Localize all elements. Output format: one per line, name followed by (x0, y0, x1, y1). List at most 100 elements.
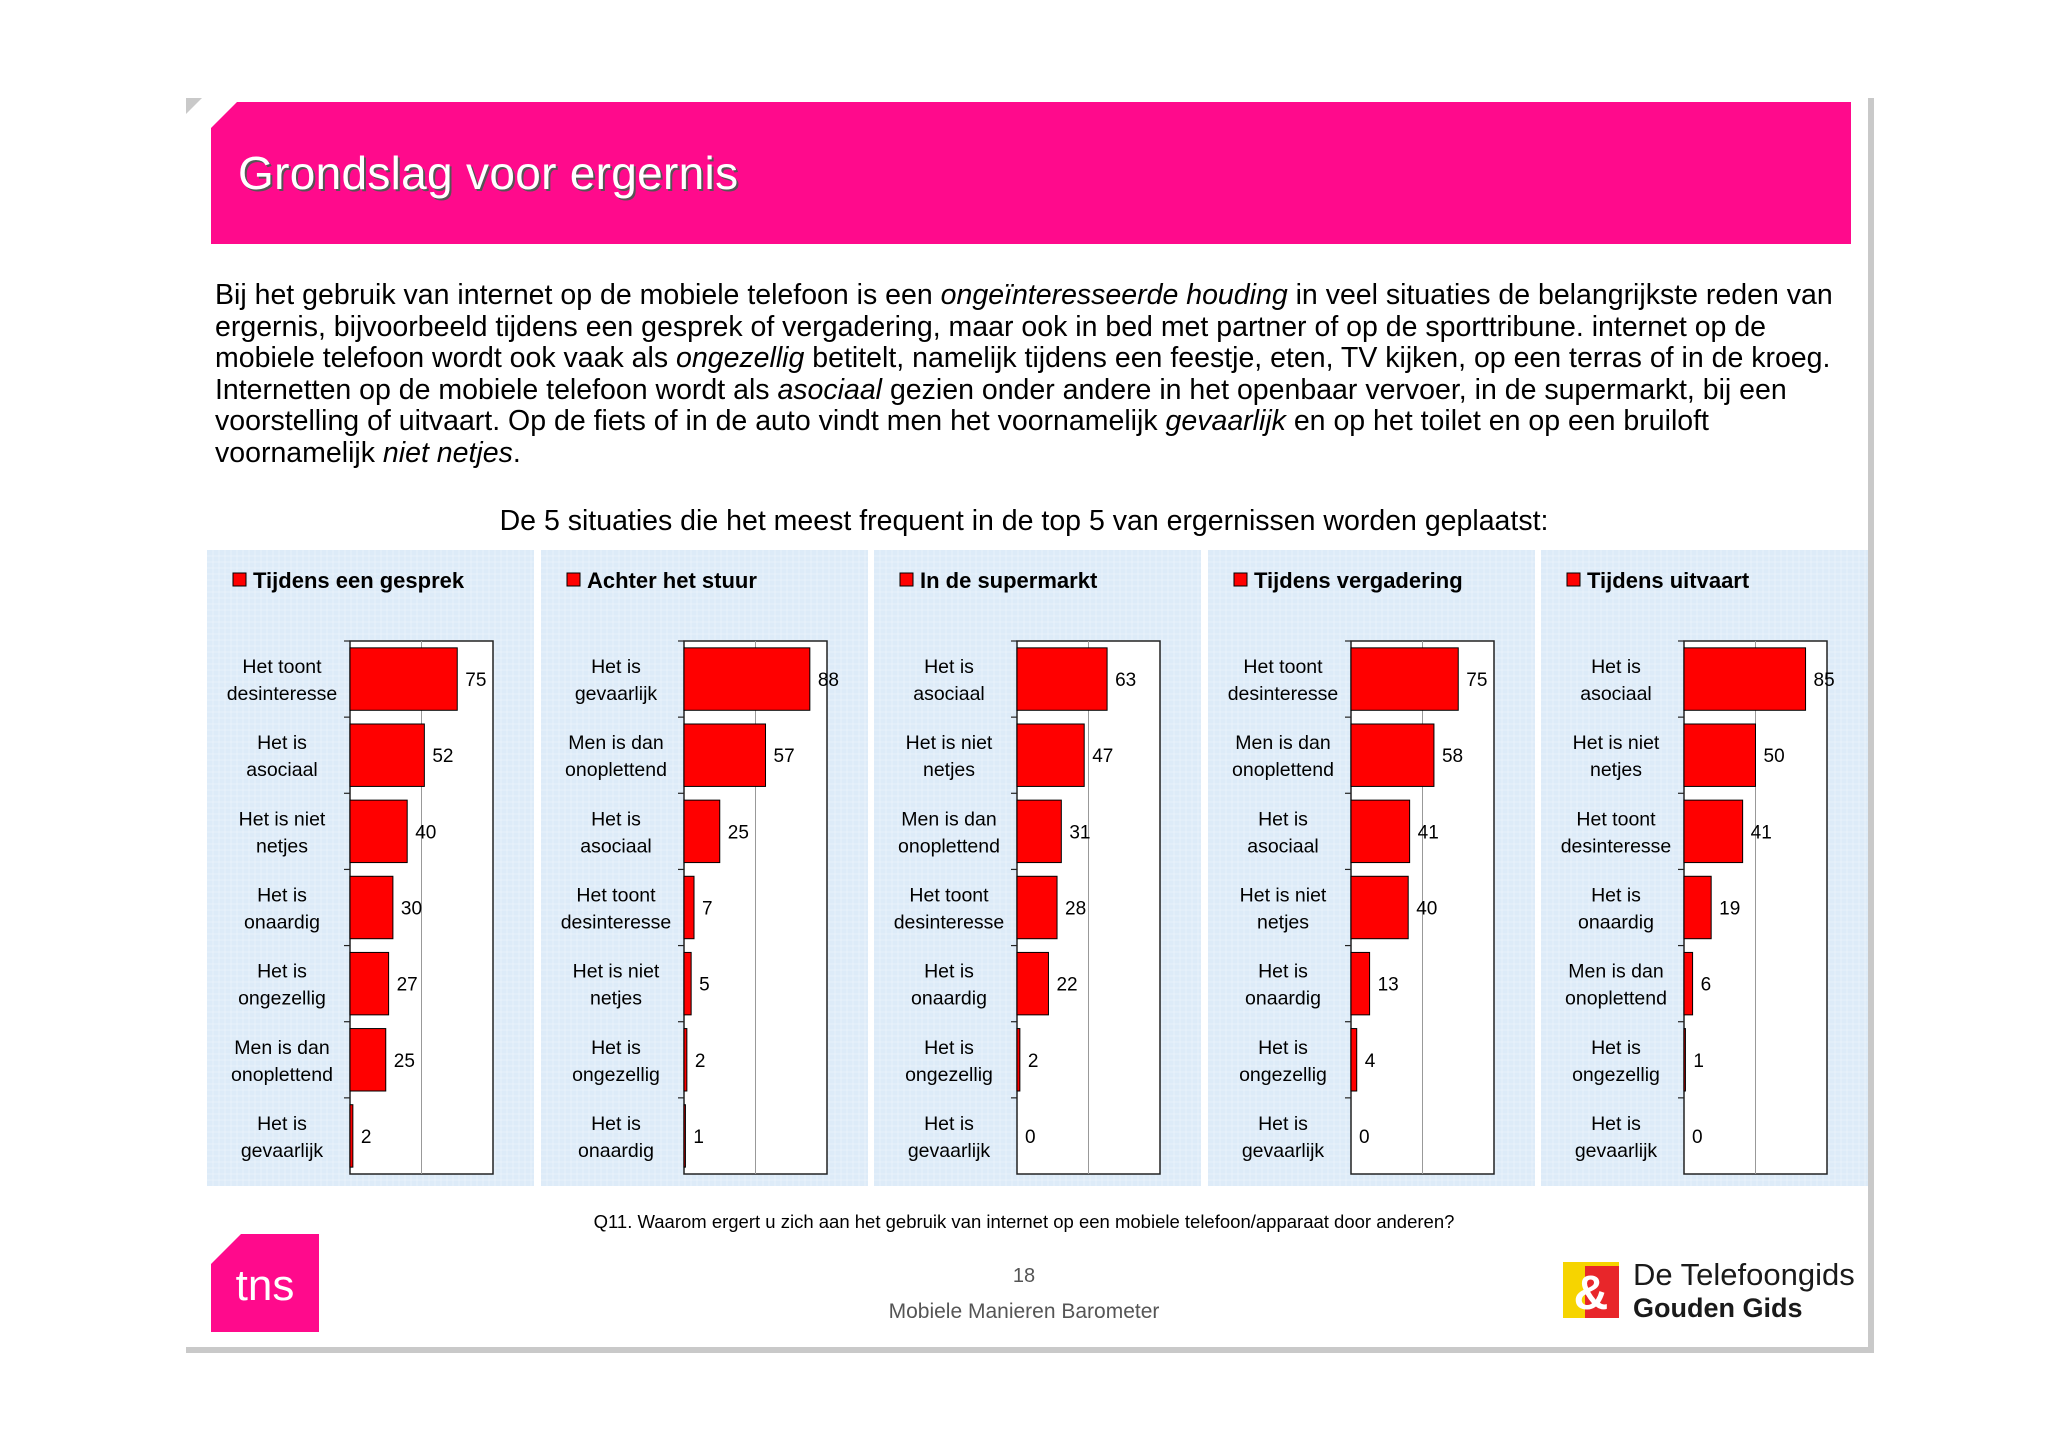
bar (349, 951, 390, 1016)
data-label: 2 (695, 1051, 706, 1072)
data-label: 30 (401, 899, 422, 920)
category-label: Het toont (1576, 808, 1656, 830)
telefoongids-logo-icon: & (1563, 1262, 1619, 1318)
category-label: ongezellig (1572, 1064, 1660, 1086)
category-label: Het is (257, 961, 307, 983)
data-label: 40 (1416, 899, 1437, 920)
data-label: 0 (1359, 1127, 1370, 1148)
category-label: Het is niet (1240, 885, 1327, 907)
chart-title: Tijdens een gesprek (253, 568, 465, 593)
chart-panel: Tijdens uitvaart 85 Het is asociaal 50 Het is… (1541, 550, 1868, 1186)
bar (349, 1104, 354, 1168)
tns-logo: tns (211, 1234, 319, 1332)
bar (1350, 723, 1435, 787)
category-label: onaardig (911, 988, 987, 1010)
bar (683, 875, 695, 940)
data-label: 5 (699, 975, 710, 996)
category-label: Het toont (909, 885, 989, 907)
intro-text: gezien onder andere in het openbaar verv… (215, 373, 1787, 437)
category-label: Het is (257, 732, 307, 754)
category-label: onaardig (1578, 912, 1654, 934)
bar (349, 647, 458, 711)
data-label: 25 (394, 1051, 415, 1072)
category-label: ongezellig (1239, 1064, 1327, 1086)
category-label: Het is (1258, 1113, 1308, 1135)
category-label: Het is niet (573, 961, 660, 983)
category-label: desinteresse (1228, 683, 1339, 705)
category-label: gevaarlijk (575, 683, 658, 705)
bar (1683, 875, 1712, 940)
intro-emphasis: niet netjes (382, 436, 513, 469)
category-label: Het is (1591, 656, 1641, 678)
category-label: desinteresse (1561, 835, 1672, 857)
chart-title: Achter het stuur (587, 568, 757, 593)
data-label: 6 (1701, 975, 1712, 996)
data-label: 28 (1065, 899, 1086, 920)
chart-panel: Tijdens een gesprek 75 Het toont desinteres… (207, 550, 534, 1186)
data-label: 50 (1764, 746, 1785, 767)
category-label: Men is dan (568, 732, 663, 754)
data-label: 0 (1025, 1127, 1036, 1148)
category-label: onoplettend (231, 1064, 333, 1086)
category-label: onoplettend (898, 835, 1000, 857)
category-label: Het is (1591, 885, 1641, 907)
data-label: 4 (1365, 1051, 1376, 1072)
category-label: Het is (591, 656, 641, 678)
bar (683, 1028, 688, 1092)
category-label: Het is (1258, 961, 1308, 983)
chart-panel: Tijdens vergadering 75 Het toont desinteres… (1208, 550, 1535, 1186)
charts-subtitle: De 5 situaties die het meest frequent in… (499, 505, 1549, 537)
intro-text: Bij het gebruik van internet op de mobie… (215, 279, 941, 311)
category-label: Het toont (1243, 656, 1323, 678)
bar (1683, 723, 1756, 787)
category-label: netjes (923, 759, 975, 781)
data-label: 41 (1418, 822, 1439, 843)
intro-emphasis: ongeïnteresseerde houding (940, 279, 1288, 311)
chart-panel: In de supermarkt 63 Het is asociaal 47 Het is… (874, 550, 1201, 1186)
bar (1350, 799, 1411, 864)
telefoongids-logo-line1: De Telefoongids (1633, 1257, 1855, 1292)
bar (1683, 1028, 1686, 1092)
bar (683, 799, 721, 864)
data-label: 2 (361, 1127, 372, 1148)
svg-text:&: & (1574, 1267, 1609, 1318)
intro-emphasis: gevaarlijk (1165, 405, 1286, 437)
bar (683, 951, 692, 1016)
bar (349, 875, 394, 940)
data-label: 88 (818, 670, 839, 691)
question-footnote: Q11. Waarom ergert u zich aan het gebrui… (593, 1211, 1455, 1232)
category-label: Het toont (242, 656, 322, 678)
telefoongids-logo-line2: Gouden Gids (1633, 1293, 1803, 1323)
bar (1683, 951, 1694, 1016)
category-label: onoplettend (1565, 988, 1667, 1010)
data-label: 57 (774, 746, 795, 767)
intro-text: betitelt, namelijk tijdens een feestje, … (215, 342, 1831, 406)
category-label: Het is niet (1573, 732, 1660, 754)
category-label: Het toont (576, 885, 656, 907)
data-label: 85 (1814, 670, 1835, 691)
category-label: Het is (924, 1037, 974, 1059)
page-title: Grondslag voor ergernis (238, 147, 739, 199)
data-label: 7 (702, 899, 713, 920)
category-label: Het is (591, 1113, 641, 1135)
data-label: 13 (1378, 975, 1399, 996)
category-label: Men is dan (234, 1037, 329, 1059)
category-label: gevaarlijk (241, 1140, 324, 1162)
title-banner (211, 102, 1851, 244)
bar (1016, 799, 1062, 864)
data-label: 27 (397, 975, 418, 996)
category-label: onoplettend (565, 759, 667, 781)
intro-emphasis: asociaal (777, 373, 883, 406)
category-label: Het is (1258, 808, 1308, 830)
data-label: 0 (1692, 1127, 1703, 1148)
category-label: Het is (1591, 1113, 1641, 1135)
bar (1350, 647, 1459, 711)
bar (683, 647, 811, 711)
category-label: Het is (924, 656, 974, 678)
data-label: 19 (1719, 899, 1740, 920)
category-label: onaardig (1245, 988, 1321, 1010)
category-label: Men is dan (1568, 961, 1663, 983)
bar (1350, 951, 1371, 1016)
category-label: Het is (591, 1037, 641, 1059)
